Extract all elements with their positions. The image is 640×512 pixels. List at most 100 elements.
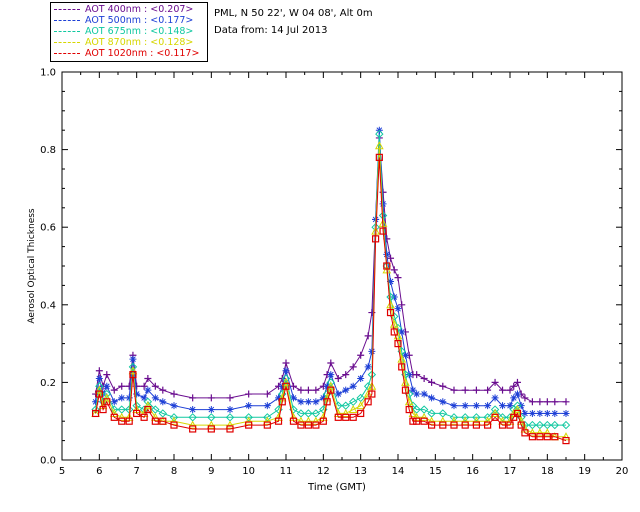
data-point <box>334 413 342 421</box>
y-axis-label: Aerosol Optical Thickness <box>27 208 37 324</box>
data-point <box>390 328 398 336</box>
data-point <box>117 412 127 421</box>
data-point <box>542 428 552 437</box>
data-point <box>95 367 103 375</box>
data-point <box>513 378 521 386</box>
data-point <box>226 394 234 402</box>
data-point <box>528 433 537 441</box>
data-point <box>379 227 387 235</box>
data-point <box>297 421 305 429</box>
data-point <box>561 432 571 441</box>
data-point <box>413 371 421 379</box>
x-tick-label: 20 <box>616 466 629 477</box>
data-point <box>450 402 458 410</box>
data-point <box>245 402 253 410</box>
data-point <box>281 374 291 383</box>
y-tick-label: 1.0 <box>40 68 56 79</box>
data-point <box>383 250 391 258</box>
data-point <box>498 416 507 425</box>
data-point <box>189 406 197 414</box>
series-line <box>95 137 566 403</box>
x-tick-label: 13 <box>354 466 367 477</box>
data-point <box>472 421 480 429</box>
data-point <box>304 398 312 406</box>
data-point <box>393 331 403 340</box>
data-point <box>506 386 514 394</box>
data-point <box>513 390 521 398</box>
data-point <box>401 351 409 359</box>
data-point <box>379 200 387 208</box>
data-point <box>535 428 545 437</box>
data-point <box>95 375 103 383</box>
data-point <box>150 412 160 421</box>
data-point <box>543 398 551 406</box>
data-point <box>245 421 253 429</box>
data-point <box>323 382 331 390</box>
data-point <box>207 425 215 433</box>
data-point <box>374 141 384 150</box>
data-point <box>517 421 525 429</box>
data-point <box>169 416 179 425</box>
data-point <box>521 409 529 417</box>
data-point <box>460 416 470 425</box>
data-point <box>413 417 421 425</box>
data-point <box>357 351 365 359</box>
data-point <box>409 417 417 425</box>
data-point <box>244 416 254 425</box>
data-point <box>484 402 492 410</box>
data-point <box>498 421 507 429</box>
y-tick-label: 0.8 <box>40 145 56 156</box>
data-point <box>159 417 167 425</box>
data-point <box>428 421 436 429</box>
data-point <box>412 412 422 421</box>
legend-item-1020nm: AOT 1020nm : <0.117> <box>51 48 207 59</box>
x-tick-label: 5 <box>59 466 65 477</box>
x-tick-label: 19 <box>578 466 591 477</box>
data-point <box>125 394 133 402</box>
data-point <box>311 416 321 425</box>
data-point <box>420 375 428 383</box>
data-point <box>118 382 126 390</box>
location-text: PML, N 50 22', W 04 08', Alt 0m <box>214 8 373 19</box>
data-point <box>140 382 148 390</box>
legend-line-500nm <box>54 20 80 21</box>
data-point <box>225 420 235 429</box>
data-point <box>245 390 253 398</box>
data-point <box>226 406 234 414</box>
data-point <box>401 386 410 394</box>
data-point <box>509 408 519 417</box>
data-point <box>387 254 395 262</box>
legend-item-675nm: AOT 675nm : <0.148> <box>51 26 207 37</box>
data-point <box>118 417 126 425</box>
data-point <box>551 398 559 406</box>
data-point <box>129 355 137 363</box>
x-tick-label: 6 <box>96 466 102 477</box>
data-point <box>289 394 297 402</box>
data-point <box>484 421 492 429</box>
data-point <box>319 417 327 425</box>
data-point <box>405 405 413 414</box>
data-point <box>281 377 291 386</box>
data-point <box>95 382 104 391</box>
data-point <box>387 278 395 286</box>
series-4 <box>91 153 570 445</box>
data-point <box>91 409 100 418</box>
legend-line-1020nm <box>54 53 80 54</box>
data-point <box>390 266 398 274</box>
x-tick-label: 10 <box>242 466 255 477</box>
data-point <box>536 409 544 417</box>
data-point <box>363 389 373 398</box>
data-point <box>394 340 402 348</box>
data-point <box>327 386 335 394</box>
data-point <box>296 416 306 425</box>
data-point <box>144 405 152 414</box>
data-point <box>368 347 376 355</box>
data-point <box>528 428 537 437</box>
x-tick-label: 9 <box>208 466 214 477</box>
data-point <box>375 153 383 161</box>
date-text: Data from: 14 Jul 2013 <box>214 25 328 36</box>
data-point <box>439 398 447 406</box>
data-point <box>472 402 480 410</box>
data-point <box>129 371 137 379</box>
data-point <box>562 398 570 406</box>
